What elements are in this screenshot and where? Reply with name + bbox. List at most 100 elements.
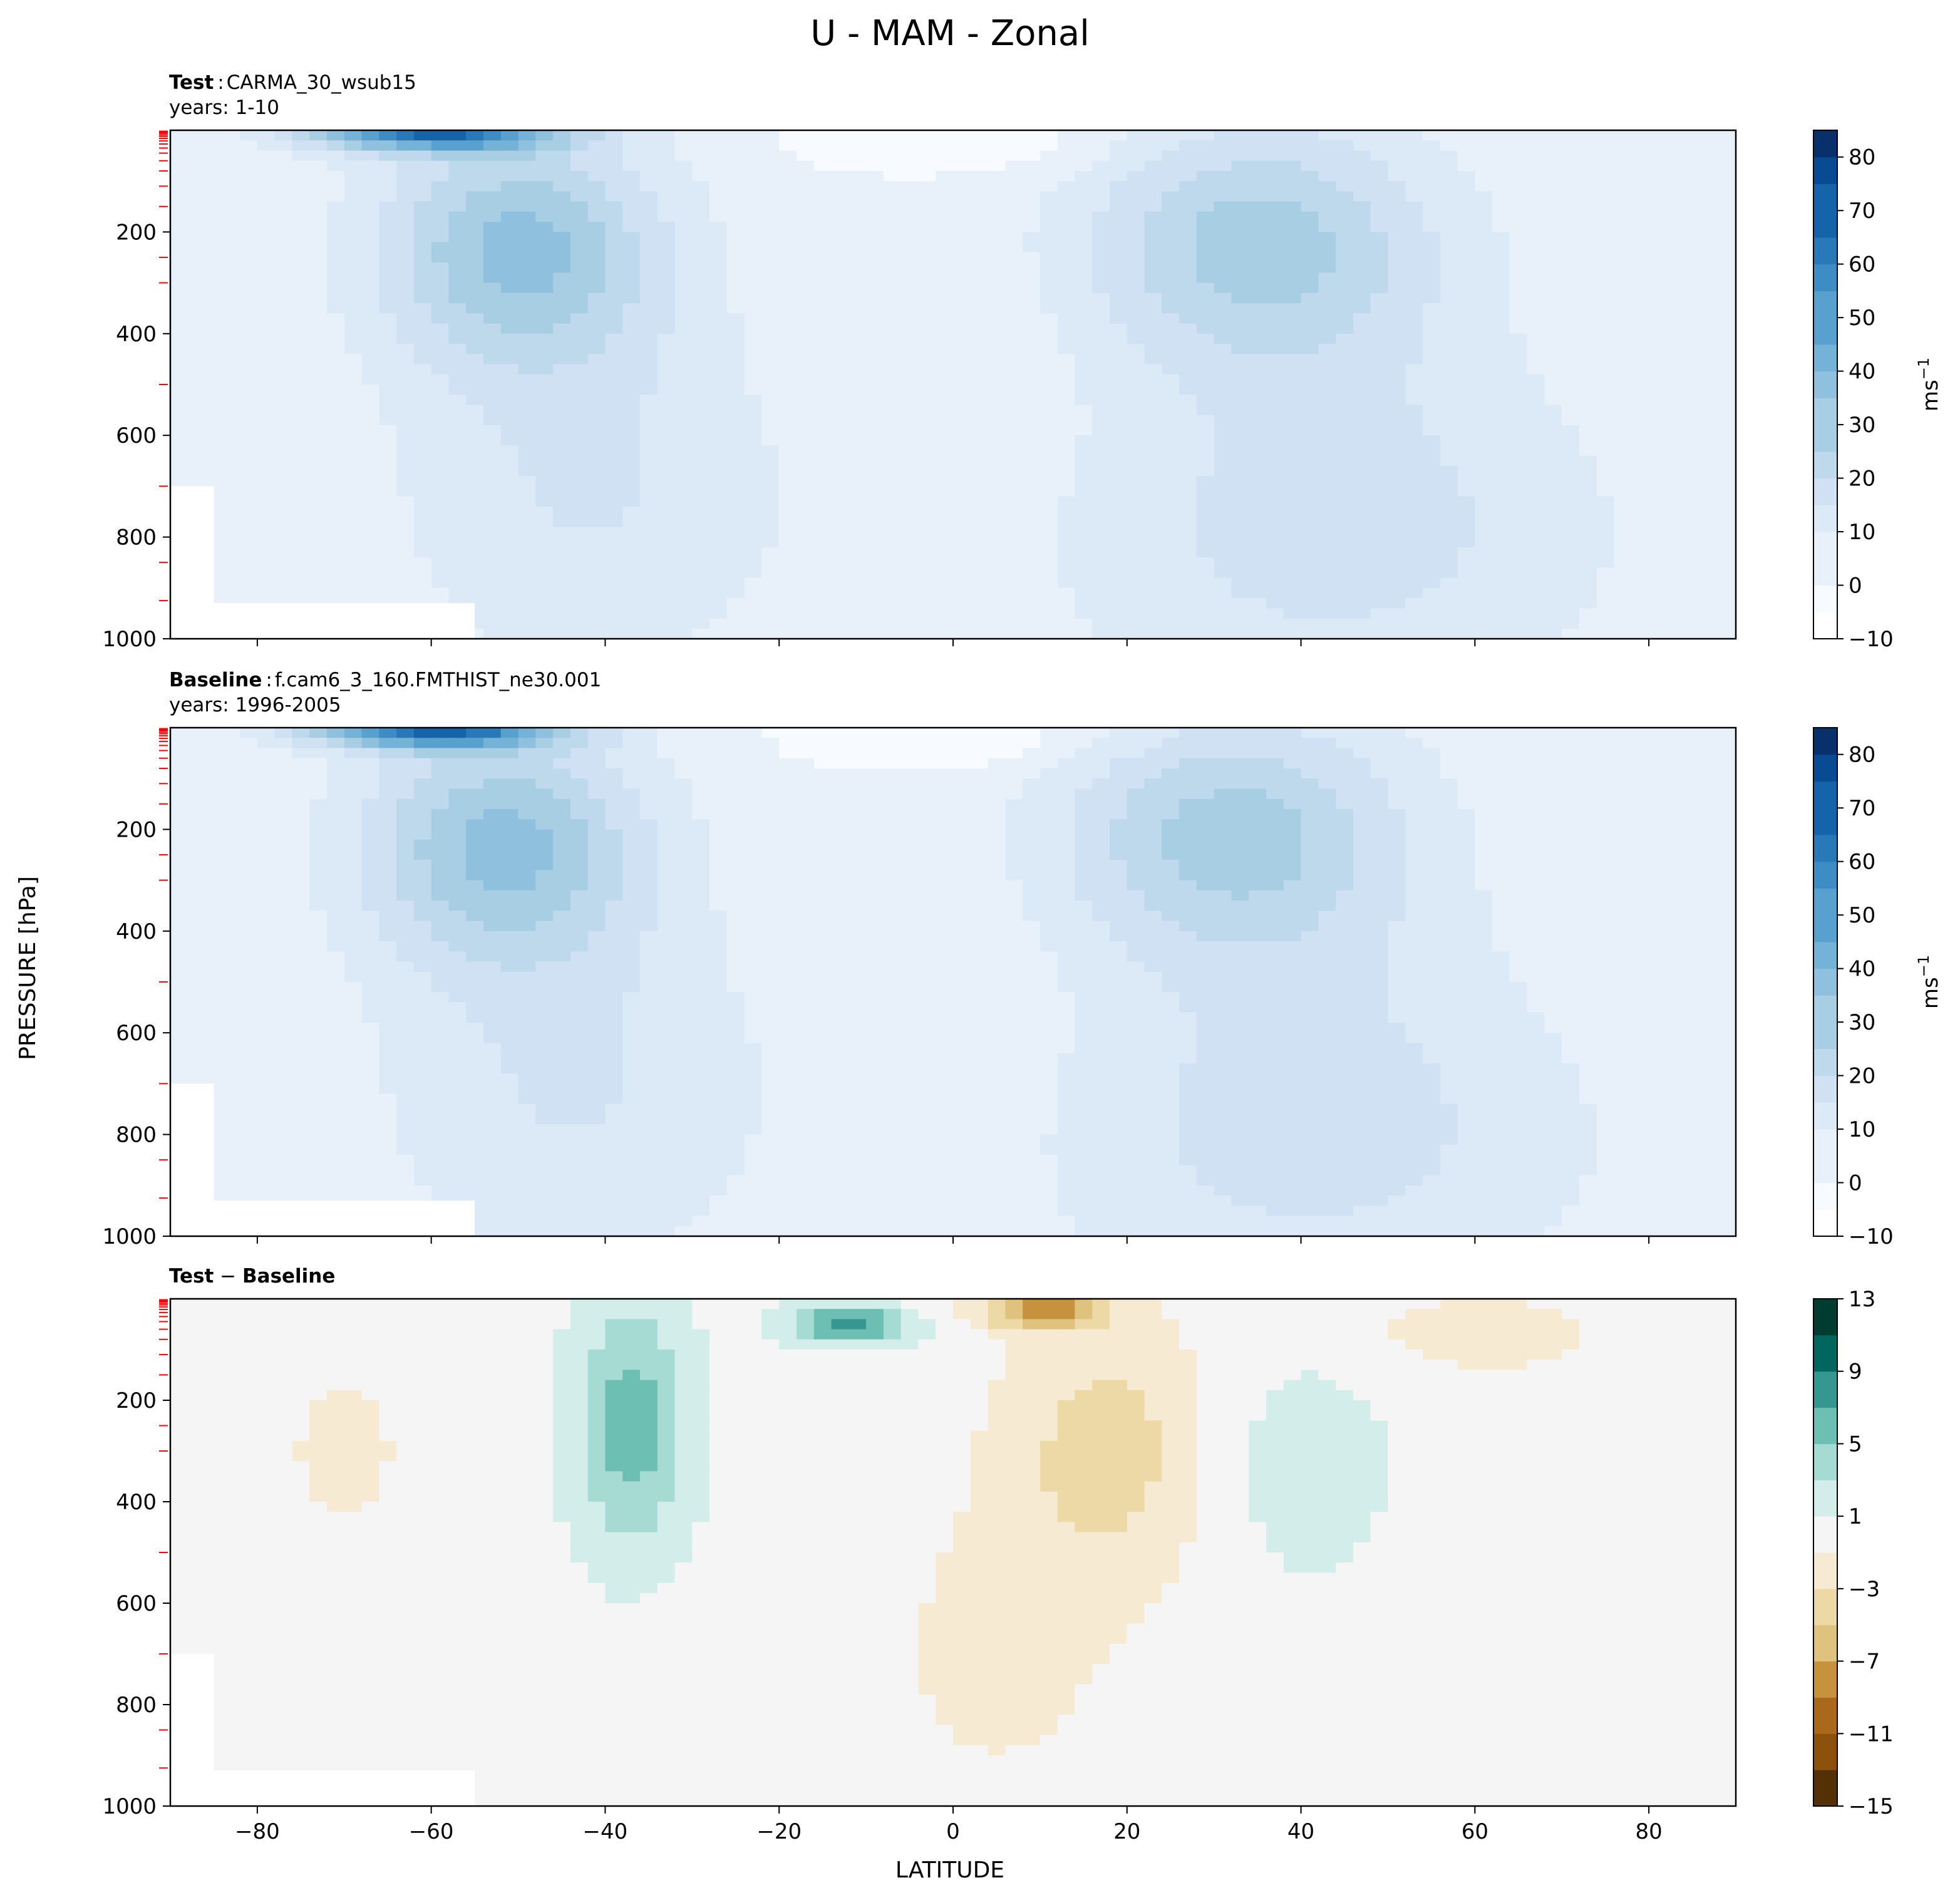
field-cell: [744, 262, 763, 274]
field-cell: [1370, 150, 1389, 162]
field-cell: [1440, 242, 1458, 253]
field-cell: [1388, 496, 1406, 507]
field-cell: [587, 374, 606, 385]
field-cell: [1249, 385, 1267, 395]
field-cell: [1683, 618, 1702, 629]
field-cell: [1127, 242, 1145, 253]
field-cell: [1249, 191, 1267, 202]
field-cell: [1683, 222, 1702, 233]
field-cell: [1596, 242, 1615, 253]
field-cell: [1509, 557, 1528, 569]
field-cell: [518, 587, 537, 599]
field-cell: [570, 425, 589, 436]
field-cell: [1457, 385, 1476, 395]
field-cell: [1057, 211, 1076, 222]
field-cell: [1266, 385, 1284, 395]
field-cell: [379, 374, 397, 385]
field-cell: [813, 598, 832, 609]
field-cell: [1336, 171, 1354, 182]
field-cell: [726, 130, 745, 141]
field-cell: [883, 222, 902, 233]
field-cell: [1405, 160, 1423, 172]
field-cell: [1405, 171, 1423, 182]
field-cell: [344, 232, 363, 243]
field-cell: [1423, 465, 1441, 477]
field-cell: [1353, 557, 1371, 569]
field-cell: [535, 445, 554, 457]
field-cell: [396, 567, 415, 579]
field-cell: [413, 547, 432, 558]
field-cell: [918, 303, 936, 314]
field-cell: [413, 222, 432, 233]
field-cell: [1405, 303, 1423, 314]
field-cell: [761, 130, 780, 141]
field-cell: [761, 618, 780, 629]
field-cell: [222, 181, 240, 192]
field-cell: [709, 577, 728, 589]
field-cell: [466, 181, 484, 192]
field-cell: [848, 527, 867, 538]
field-cell: [900, 211, 919, 222]
field-cell: [797, 465, 815, 477]
field-cell: [1110, 252, 1128, 263]
field-cell: [1544, 282, 1562, 294]
field-cell: [1509, 333, 1528, 344]
field-cell: [1492, 547, 1510, 558]
field-cell: [587, 435, 606, 447]
field-cell: [1249, 455, 1267, 467]
field-cell: [257, 181, 276, 192]
field-cell: [240, 486, 258, 497]
field-cell: [1562, 465, 1580, 477]
field-cell: [1457, 150, 1476, 162]
field-cell: [640, 748, 658, 759]
field-cell: [431, 768, 450, 779]
field-cell: [605, 527, 623, 538]
field-cell: [1457, 527, 1476, 538]
field-cell: [1057, 465, 1076, 477]
field-cell: [953, 222, 971, 233]
field-cell: [431, 303, 450, 314]
field-cell: [553, 435, 571, 447]
field-cell: [396, 140, 415, 152]
field-cell: [1005, 232, 1023, 243]
field-cell: [309, 385, 328, 395]
field-cell: [761, 537, 780, 548]
field-cell: [953, 748, 971, 759]
field-cell: [553, 354, 571, 365]
field-cell: [692, 527, 710, 538]
field-cell: [187, 272, 206, 284]
field-cell: [361, 130, 380, 141]
field-cell: [797, 476, 815, 487]
field-cell: [222, 292, 240, 304]
field-cell: [1631, 465, 1649, 477]
field-cell: [640, 455, 658, 467]
field-cell: [396, 758, 415, 769]
field-cell: [988, 201, 1006, 212]
field-cell: [553, 313, 571, 324]
field-cell: [1283, 344, 1302, 354]
field-cell: [553, 486, 571, 497]
field-cell: [327, 567, 345, 579]
field-cell: [622, 537, 641, 548]
field-cell: [1144, 130, 1163, 141]
field-cell: [622, 303, 641, 314]
field-cell: [1544, 364, 1562, 375]
field-cell: [1144, 577, 1163, 589]
field-cell: [1039, 252, 1058, 263]
field-cell: [413, 242, 432, 253]
field-cell: [1318, 313, 1336, 324]
field-cell: [274, 405, 293, 416]
field-cell: [1370, 130, 1389, 141]
field-cell: [535, 292, 554, 304]
field-cell: [170, 272, 188, 284]
field-cell: [1336, 748, 1354, 759]
field-cell: [553, 587, 571, 599]
field-cell: [640, 618, 658, 629]
field-cell: [187, 323, 206, 334]
field-cell: [692, 628, 710, 639]
field-cell: [500, 323, 519, 334]
field-cell: [953, 738, 971, 749]
field-cell: [1162, 374, 1180, 385]
field-cell: [466, 303, 484, 314]
field-cell: [327, 160, 345, 172]
